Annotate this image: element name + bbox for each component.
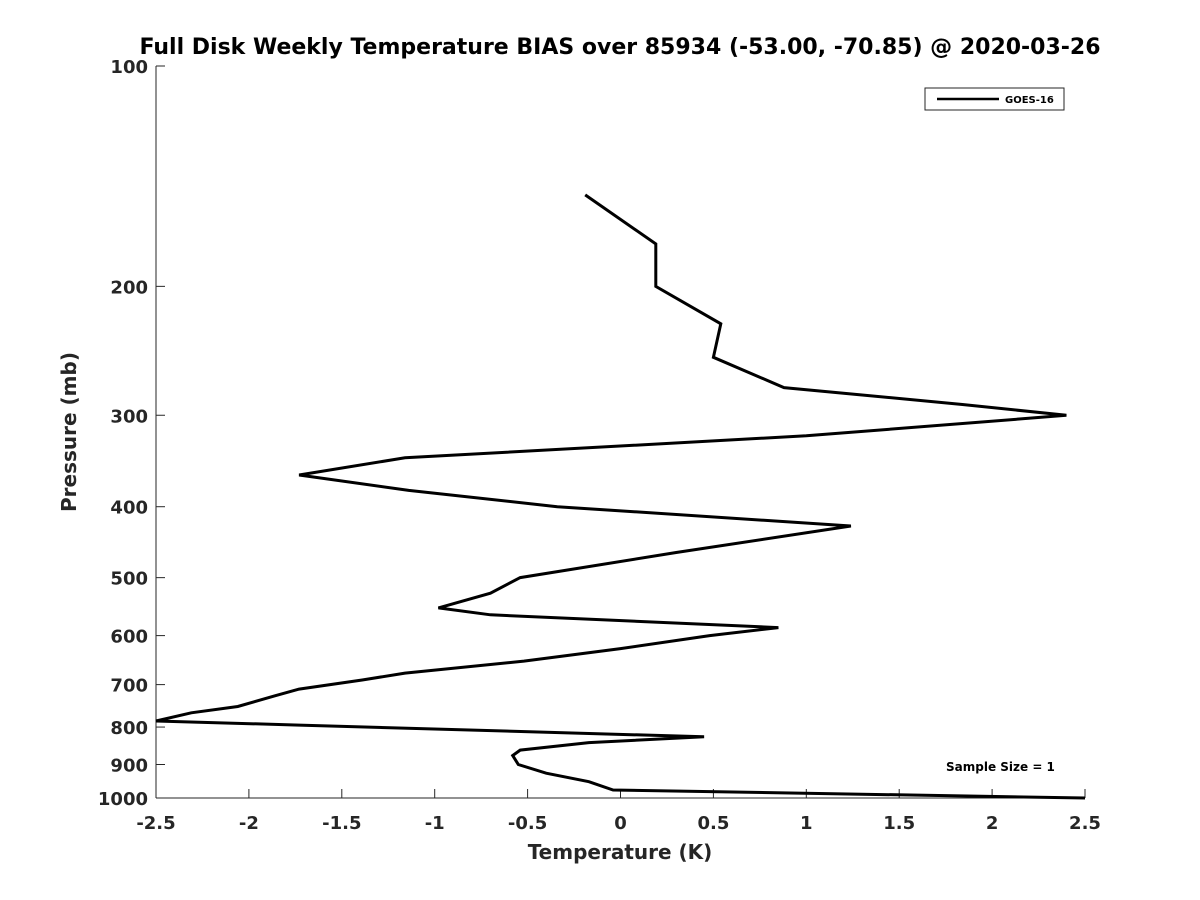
y-ticks: 100 200 300 400 500 600 700 800 900 1000 [98,57,165,810]
x-tick-label: -0.5 [508,813,547,834]
x-tick-label: 2.5 [1069,813,1101,834]
x-tick-label: 1.5 [883,813,915,834]
legend-entry-goes-16: GOES-16 [1005,95,1054,106]
x-tick-label: 1 [800,813,813,834]
series-layer [155,193,1086,800]
x-tick-label: 0 [614,813,627,834]
series-line-goes-16 [155,193,1086,800]
y-tick-label: 700 [110,676,148,697]
chart-title: Full Disk Weekly Temperature BIAS over 8… [139,35,1100,60]
x-tick-label: -1.5 [322,813,361,834]
x-tick-label: -2 [239,813,259,834]
y-tick-label: 1000 [98,789,148,810]
x-tick-label: -2.5 [136,813,175,834]
x-tick-label: 2 [986,813,999,834]
sample-size-annotation: Sample Size = 1 [946,760,1055,774]
x-tick-label: 0.5 [697,813,729,834]
y-tick-label: 300 [110,406,148,427]
y-tick-label: 100 [110,57,148,78]
y-tick-label: 200 [110,277,148,298]
plot-area [155,66,1085,799]
y-tick-label: 800 [110,718,148,739]
legend: GOES-16 [924,87,1065,111]
y-tick-label: 600 [110,627,148,648]
y-tick-label: 900 [110,756,148,777]
x-ticks: -2.5 -2 -1.5 -1 -0.5 0 0.5 1 1.5 2 2.5 [136,789,1101,834]
x-tick-label: -1 [425,813,445,834]
x-axis-label: Temperature (K) [528,840,713,864]
y-axis-label: Pressure (mb) [57,352,81,512]
y-tick-label: 500 [110,569,148,590]
y-tick-label: 400 [110,498,148,519]
